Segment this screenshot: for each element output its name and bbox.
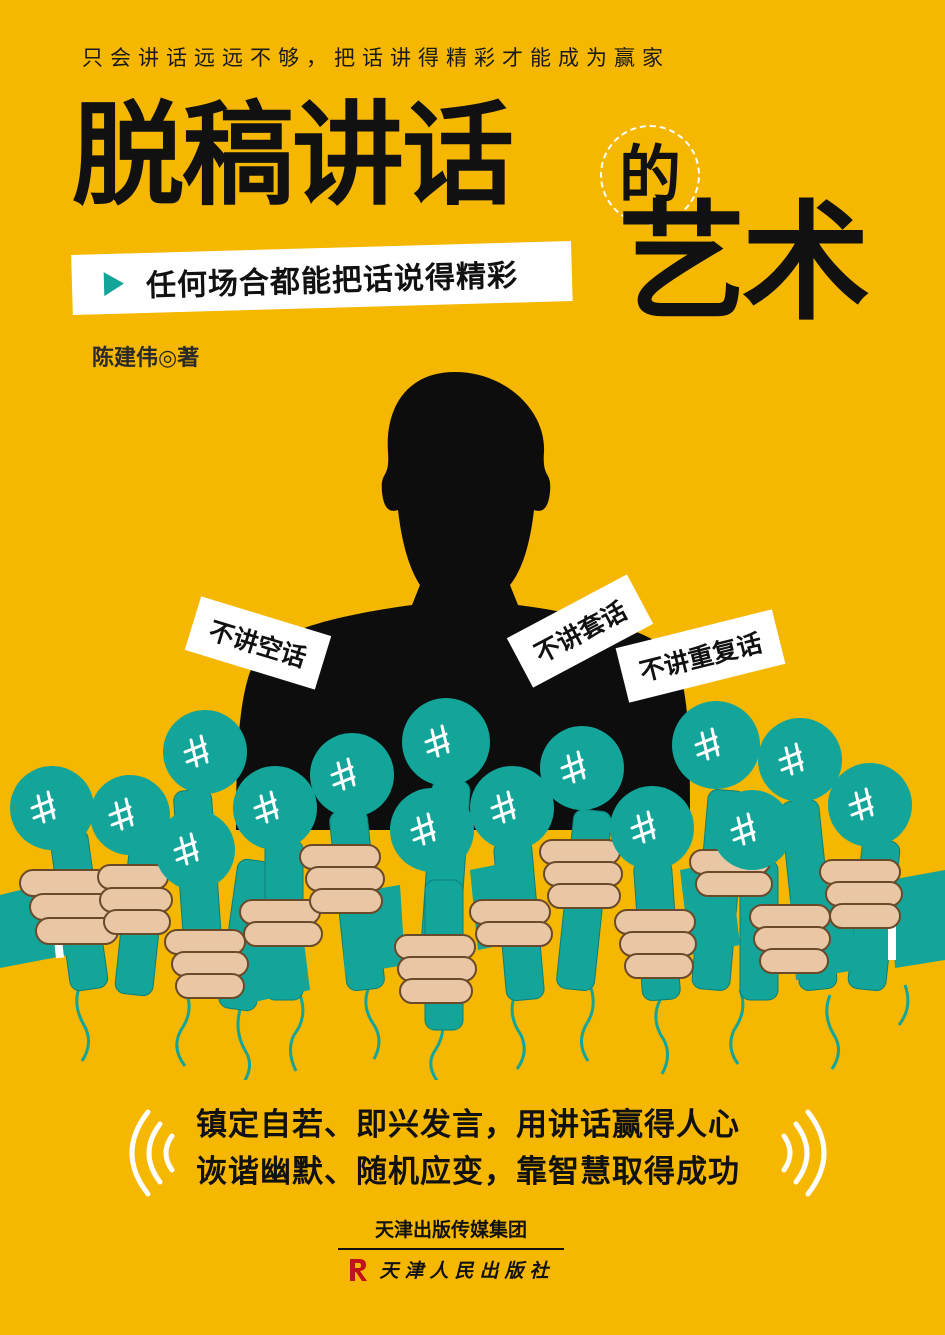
mic-grille-marks <box>30 724 874 866</box>
subtitle: 任何场合都能把话说得精彩 <box>145 258 519 304</box>
promo-block: 镇定自若、即兴发言，用讲话赢得人心 诙谐幽默、随机应变，靠智慧取得成功 <box>196 1102 740 1196</box>
speaker-silhouette <box>236 372 690 830</box>
promo-line-1: 镇定自若、即兴发言，用讲话赢得人心 <box>196 1107 740 1143</box>
publisher-name: 天津人民出版社 <box>379 1260 555 1282</box>
title-art: 艺术 <box>618 189 870 338</box>
play-icon <box>103 271 125 297</box>
title-main: 脱稿讲话 <box>72 91 514 221</box>
title-de: 的 <box>618 138 681 211</box>
publisher-group: 天津出版传媒集团 <box>338 1215 564 1250</box>
speaker-illustration <box>0 372 945 1080</box>
tagline: 只会讲话远远不够，把话讲得精彩才能成为赢家 <box>82 46 670 70</box>
publisher-logo-icon <box>350 1258 368 1281</box>
promo-line-2: 诙谐幽默、随机应变，靠智慧取得成功 <box>196 1154 740 1191</box>
sound-wave-icon <box>129 1109 175 1197</box>
mic-cables <box>75 984 910 1080</box>
author: 陈建伟◎著 <box>92 346 200 371</box>
publisher-block: 天津出版传媒集团 天津人民出版社 <box>338 1215 564 1283</box>
title-de-circle: 的 <box>600 125 700 225</box>
subtitle-bar: 任何场合都能把话说得精彩 <box>71 241 573 315</box>
sound-wave-icon <box>781 1109 827 1197</box>
publisher-house: 天津人民出版社 <box>338 1256 564 1283</box>
